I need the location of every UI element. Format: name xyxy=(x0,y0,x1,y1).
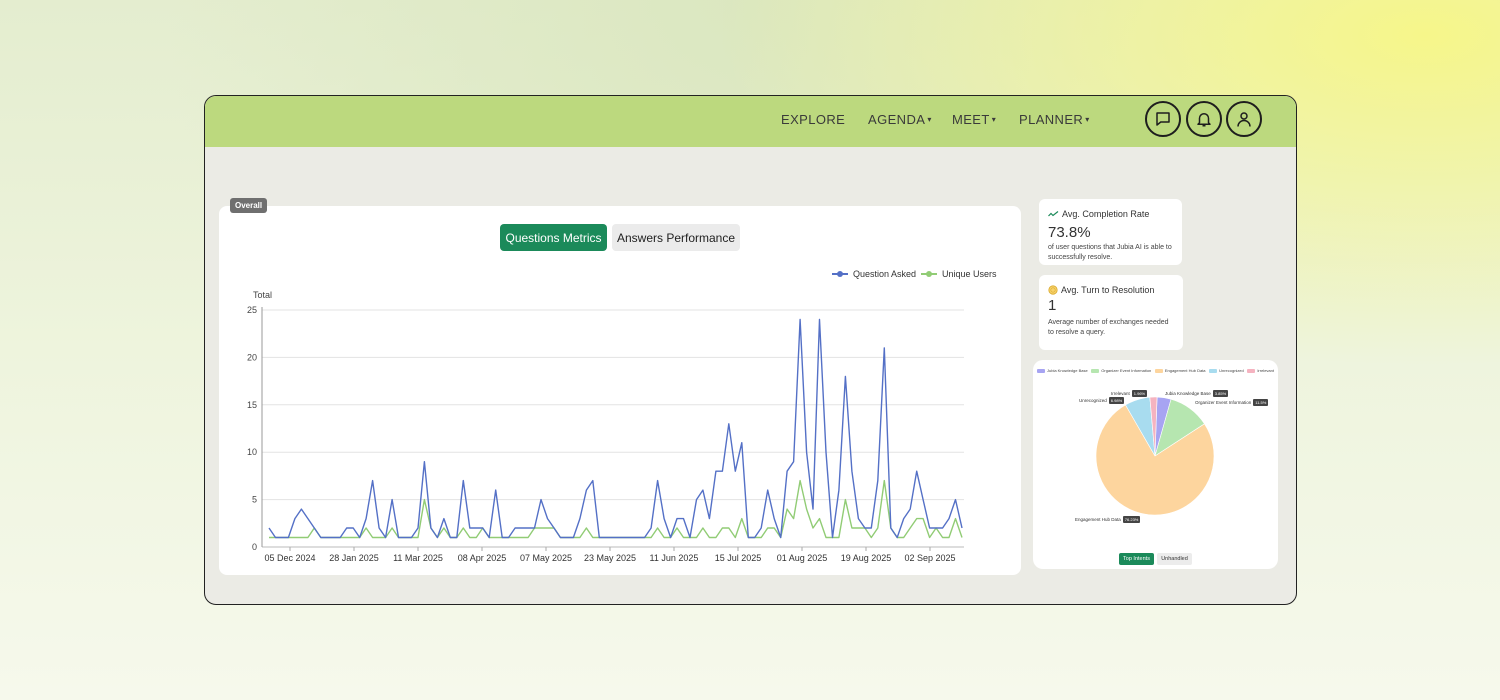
x-tick-label: 28 Jan 2025 xyxy=(329,553,379,563)
legend-swatch xyxy=(1209,369,1218,373)
pie-label-engagement: Engagement Hub Data 76.23% xyxy=(1075,516,1141,523)
tab-questions-metrics[interactable]: Questions Metrics xyxy=(500,224,607,251)
top-navbar: EXPLORE AGENDA ▾ MEET ▾ PLANNER ▾ xyxy=(205,96,1296,147)
x-tick-label: 01 Aug 2025 xyxy=(777,553,828,563)
y-tick-label: 10 xyxy=(247,447,257,457)
pie-label-organizer: Organizer Event Information 11.5% xyxy=(1195,399,1269,406)
overall-badge: Overall xyxy=(230,198,268,213)
y-tick-label: 0 xyxy=(252,542,257,552)
x-tick-label: 02 Sep 2025 xyxy=(904,553,955,563)
legend-label: Irrelevant xyxy=(1257,368,1274,373)
legend-question-asked[interactable]: Question Asked xyxy=(832,269,916,279)
series-line-question-asked xyxy=(268,318,963,539)
pie-label-pct: 1.96% xyxy=(1131,390,1148,397)
legend-label: Organizer Event Information xyxy=(1101,368,1152,373)
legend-swatch xyxy=(921,271,937,277)
legend-label: Jubia Knowledge Base xyxy=(1047,368,1088,373)
legend-swatch xyxy=(1247,369,1256,373)
nav-meet[interactable]: MEET ▾ xyxy=(952,112,996,127)
chat-icon xyxy=(1156,112,1170,126)
x-tick-label: 19 Aug 2025 xyxy=(841,553,892,563)
questions-chart-card xyxy=(219,206,1021,575)
app-window: EXPLORE AGENDA ▾ MEET ▾ PLANNER ▾ Overall Q… xyxy=(204,95,1297,605)
pie-label-unrecognized: Unrecognized 6.98% xyxy=(1079,397,1125,404)
y-tick-label: 15 xyxy=(247,400,257,410)
tab-top-intents[interactable]: Top Intents xyxy=(1119,553,1154,565)
chevron-down-icon: ▾ xyxy=(991,115,997,124)
x-tick-label: 23 May 2025 xyxy=(584,553,636,563)
legend-swatch xyxy=(832,271,848,277)
legend-label: Unique Users xyxy=(942,269,997,279)
nav-explore-label: EXPLORE xyxy=(781,112,846,127)
nav-meet-label: MEET xyxy=(952,112,990,127)
pie-label-text: Irrelevant xyxy=(1111,391,1130,396)
legend-label: Engagement Hub Data xyxy=(1164,368,1206,373)
legend-unique-users[interactable]: Unique Users xyxy=(921,269,997,279)
pie-label-text: Engagement Hub Data xyxy=(1075,517,1121,522)
kpi-title-label: Avg. Turn to Resolution xyxy=(1061,285,1155,295)
kpi-title-label: Avg. Completion Rate xyxy=(1062,209,1150,219)
kpi-description: of user questions that Jubia AI is able … xyxy=(1048,244,1172,262)
user-icon xyxy=(1237,112,1251,127)
chevron-down-icon: ▾ xyxy=(927,115,932,124)
legend-swatch xyxy=(1154,369,1163,373)
chevron-down-icon: ▾ xyxy=(1085,115,1090,124)
y-tick-label: 5 xyxy=(252,495,257,505)
pie-legend: Jubia Knowledge Base Organizer Event Inf… xyxy=(1037,368,1274,373)
pie-label-pct: 3.85% xyxy=(1212,390,1229,397)
x-tick-label: 15 Jul 2025 xyxy=(715,553,762,563)
legend-swatch xyxy=(1091,369,1100,373)
pie-chart xyxy=(1095,396,1215,516)
pie-label-irrelevant: Irrelevant 1.96% xyxy=(1111,390,1148,397)
legend-label: Question Asked xyxy=(853,269,917,279)
y-tick-label: 20 xyxy=(247,352,257,362)
legend-swatch xyxy=(1037,369,1045,373)
pie-legend-item[interactable]: Jubia Knowledge Base xyxy=(1037,368,1088,373)
profile-button[interactable] xyxy=(1226,101,1262,137)
kpi-value: 73.8% xyxy=(1048,224,1091,241)
pie-label-text: Organizer Event Information xyxy=(1195,400,1252,405)
kpi-value: 1 xyxy=(1048,297,1057,314)
bell-icon xyxy=(1197,113,1211,127)
pie-legend-item[interactable]: Organizer Event Information xyxy=(1091,368,1151,373)
kpi-title: Avg. Turn to Resolution xyxy=(1048,285,1154,295)
pie-legend-item[interactable]: Engagement Hub Data xyxy=(1154,368,1206,373)
pie-label-pct: 6.98% xyxy=(1108,397,1125,404)
notifications-button[interactable] xyxy=(1186,101,1222,137)
tab-answers-performance[interactable]: Answers Performance xyxy=(612,224,740,251)
series-line-unique-users xyxy=(269,479,963,539)
y-tick-label: 25 xyxy=(247,305,257,315)
pie-label-text: Jubia Knowledge Base xyxy=(1165,391,1211,396)
pie-label-pct: 11.5% xyxy=(1253,399,1269,406)
x-tick-label: 05 Dec 2024 xyxy=(264,553,315,563)
nav-planner[interactable]: PLANNER ▾ xyxy=(1019,112,1090,127)
pie-slice-irrelevant xyxy=(1149,396,1158,457)
pie-label-jubia-kb: Jubia Knowledge Base 3.85% xyxy=(1165,390,1229,397)
coin-icon xyxy=(1048,285,1058,295)
pie-label-text: Unrecognized xyxy=(1079,398,1107,403)
kpi-description: Average number of exchanges needed to re… xyxy=(1048,319,1169,337)
x-tick-label: 11 Jun 2025 xyxy=(650,553,699,563)
x-tick-label: 08 Apr 2025 xyxy=(458,553,507,563)
intents-pie-card: Jubia Knowledge Base Organizer Event Inf… xyxy=(1033,360,1278,569)
pie-label-pct: 76.23% xyxy=(1122,516,1141,523)
kpi-card-resolution: Avg. Turn to Resolution 1 Average number… xyxy=(1039,275,1183,350)
kpi-card-completion: Avg. Completion Rate 73.8% of user quest… xyxy=(1039,199,1182,265)
nav-agenda-label: AGENDA xyxy=(868,112,926,127)
tab-unhandled[interactable]: Unhandled xyxy=(1157,553,1192,565)
line-chart: Total 0 5 10 15 20 25 05 Dec 2024 28 Jan 2025 11 … xyxy=(247,290,964,563)
trend-check-icon xyxy=(1048,210,1059,216)
pie-legend-item[interactable]: Unrecognized xyxy=(1209,368,1244,373)
y-axis-label: Total xyxy=(253,290,272,300)
legend-label: Unrecognized xyxy=(1219,368,1244,373)
nav-planner-label: PLANNER xyxy=(1019,112,1084,127)
x-tick-label: 07 May 2025 xyxy=(520,553,572,563)
nav-agenda[interactable]: AGENDA ▾ xyxy=(868,112,932,127)
x-tick-label: 11 Mar 2025 xyxy=(393,553,443,563)
kpi-title: Avg. Completion Rate xyxy=(1048,209,1149,219)
pie-slice-engagement-hub-data xyxy=(1095,404,1215,516)
pie-legend-item[interactable]: Irrelevant xyxy=(1247,368,1274,373)
chat-button[interactable] xyxy=(1145,101,1181,137)
nav-explore[interactable]: EXPLORE xyxy=(781,112,845,127)
